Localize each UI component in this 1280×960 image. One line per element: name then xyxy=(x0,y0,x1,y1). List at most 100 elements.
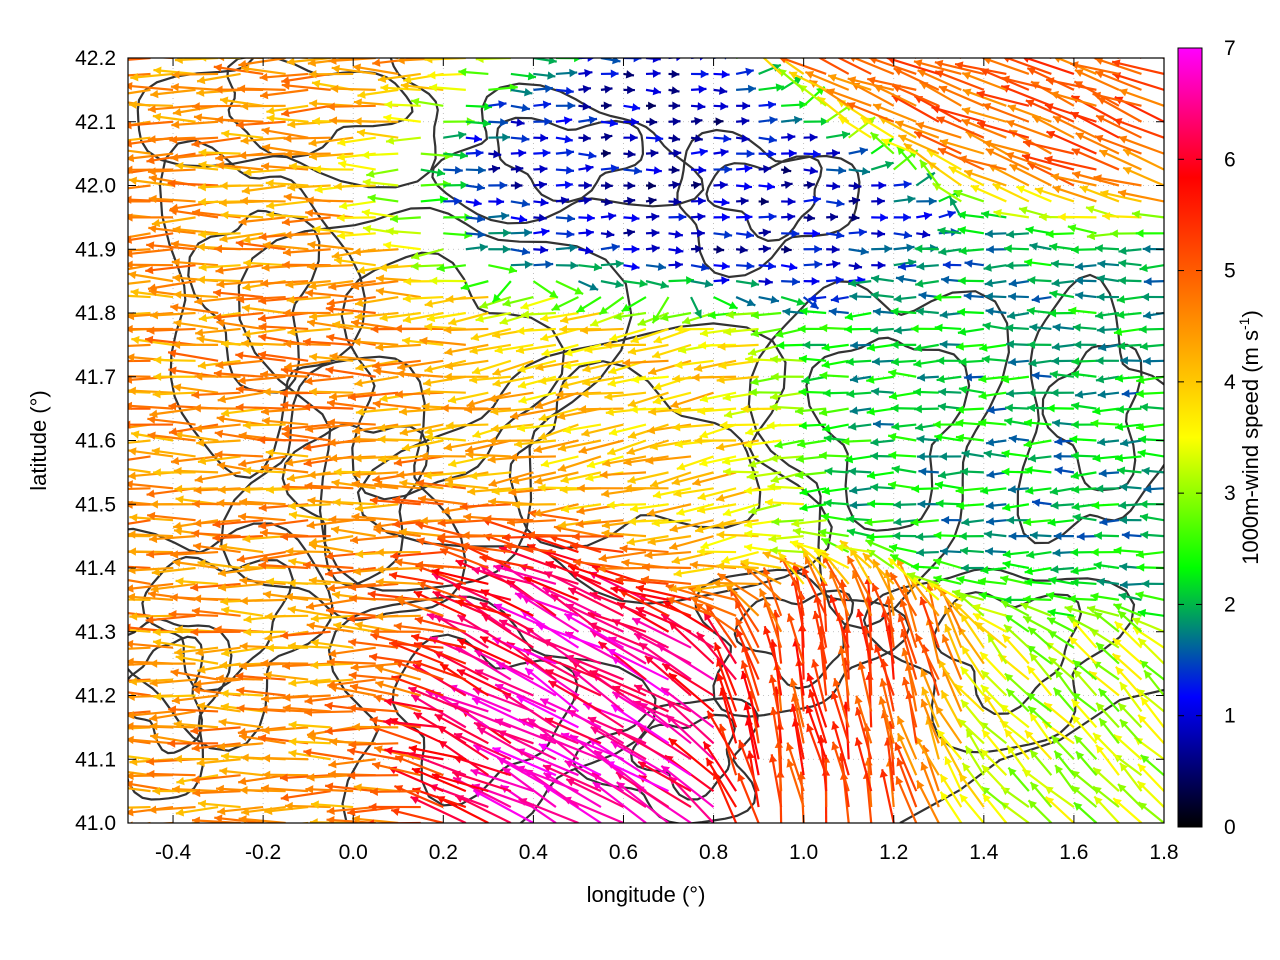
wind-vector xyxy=(826,181,841,191)
wind-vector xyxy=(506,518,556,527)
wind-vector xyxy=(789,539,827,554)
wind-vector xyxy=(174,646,219,657)
wind-vector xyxy=(523,576,579,601)
wind-vector xyxy=(128,520,129,522)
wind-vector xyxy=(555,196,570,205)
wind-vector xyxy=(128,344,129,346)
wind-vector xyxy=(673,566,714,578)
wind-vector xyxy=(1119,681,1143,713)
wind-vector xyxy=(284,359,331,371)
wind-vector xyxy=(758,164,772,174)
wind-vector xyxy=(146,241,196,251)
wind-vector xyxy=(128,328,129,331)
wind-vector xyxy=(128,710,174,720)
wind-vector xyxy=(408,744,467,761)
wind-vector xyxy=(758,116,778,125)
wind-vector xyxy=(448,311,489,326)
wind-vector xyxy=(170,82,219,92)
wind-vector xyxy=(354,375,399,388)
wind-vector xyxy=(788,71,827,91)
wind-vector xyxy=(1024,466,1052,475)
wind-vector xyxy=(240,196,286,206)
wind-vector xyxy=(216,414,264,426)
wind-vector xyxy=(716,561,759,571)
wind-vector xyxy=(502,295,534,307)
wind-vector xyxy=(555,243,578,253)
wind-vector xyxy=(197,275,241,285)
wind-vector xyxy=(1075,132,1120,155)
wind-vector xyxy=(453,732,512,761)
wind-vector xyxy=(774,439,804,449)
wind-vector xyxy=(939,138,985,155)
wind-vector xyxy=(1003,728,1030,760)
wind-vector xyxy=(326,295,376,308)
wind-vector xyxy=(578,58,596,62)
wind-vector xyxy=(1024,258,1052,267)
wind-vector xyxy=(424,359,467,374)
wind-vector xyxy=(917,373,939,382)
wind-vector xyxy=(736,261,755,271)
wind-vector xyxy=(533,58,557,65)
wind-vector xyxy=(1028,358,1052,368)
wind-vector xyxy=(801,375,827,385)
wind-vector xyxy=(560,503,602,514)
wind-vector xyxy=(493,603,557,633)
wind-vector xyxy=(306,773,354,782)
wind-vector xyxy=(959,532,984,541)
wind-vector xyxy=(128,455,151,461)
wind-vector xyxy=(844,455,872,464)
wind-vector xyxy=(216,58,264,62)
wind-vector xyxy=(872,103,917,123)
wind-vector xyxy=(265,448,309,458)
wind-vector xyxy=(281,482,331,492)
wind-vector xyxy=(1096,274,1120,283)
wind-vector xyxy=(870,451,894,461)
wind-vector xyxy=(1071,401,1097,411)
wind-vector xyxy=(420,168,446,177)
wind-vector xyxy=(1120,356,1142,365)
wind-vector xyxy=(174,58,219,64)
wind-vector xyxy=(1135,591,1164,601)
wind-vector xyxy=(565,778,624,809)
wind-vector xyxy=(128,168,129,170)
wind-vector xyxy=(777,552,805,585)
wind-vector xyxy=(578,102,591,111)
wind-vector xyxy=(803,244,823,254)
wind-vector xyxy=(1071,714,1098,745)
wind-vector xyxy=(237,774,286,786)
wind-vector xyxy=(578,85,592,94)
wind-vector xyxy=(454,598,512,617)
wind-vector xyxy=(758,244,771,254)
wind-vector xyxy=(429,276,466,286)
wind-vector xyxy=(803,133,818,142)
wind-vector xyxy=(645,181,656,190)
wind-vector xyxy=(524,667,580,713)
wind-vector xyxy=(915,279,939,288)
wind-vector xyxy=(831,721,850,776)
wind-vector xyxy=(848,467,872,476)
wind-vector xyxy=(1072,323,1097,332)
wind-vector xyxy=(706,710,738,760)
y-tick-label: 41.6 xyxy=(75,430,116,453)
wind-vector xyxy=(1025,58,1029,60)
wind-vector xyxy=(1137,763,1164,792)
wind-vector xyxy=(971,603,1007,617)
wind-vector xyxy=(722,467,759,476)
wind-vector xyxy=(351,814,399,823)
wind-vector xyxy=(173,720,219,729)
wind-vector xyxy=(287,605,331,617)
wind-vector xyxy=(941,275,962,285)
wind-vector xyxy=(696,503,737,514)
wind-vector xyxy=(237,375,286,385)
wind-vector xyxy=(128,213,174,222)
wind-vector xyxy=(914,244,939,253)
wind-vector xyxy=(261,143,309,155)
wind-vector xyxy=(718,723,738,776)
terrain-contour xyxy=(128,635,204,755)
wind-vector xyxy=(444,359,489,371)
wind-vector xyxy=(575,296,602,314)
wind-vector xyxy=(1027,340,1052,349)
wind-vector xyxy=(281,260,331,270)
wind-vector xyxy=(235,351,286,362)
wind-vector xyxy=(802,296,820,310)
